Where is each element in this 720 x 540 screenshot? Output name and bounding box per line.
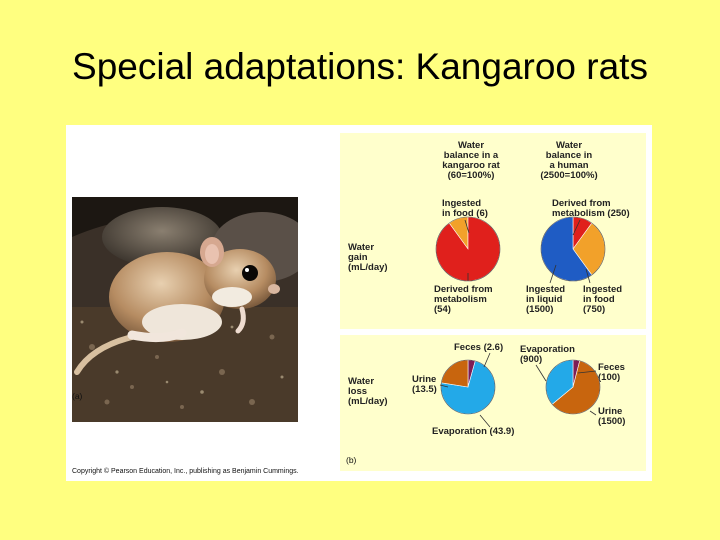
human-title-line-2: balance in xyxy=(545,150,593,161)
human-liquid-line-3: (1500) xyxy=(526,304,554,315)
rat-feces-label: Feces (2.6) xyxy=(454,342,504,353)
human-metab-line-2: metabolism (250) xyxy=(552,208,630,219)
kangaroo-rat-image xyxy=(72,197,298,422)
human-title-line-4: (2500=100%) xyxy=(540,170,598,181)
human-liquid-line-1: Ingested xyxy=(526,284,566,295)
human-loss-pie xyxy=(545,359,601,415)
human-metabolism-label: Derived from metabolism (250) xyxy=(552,199,630,219)
slide-title: Special adaptations: Kangaroo rats xyxy=(72,46,648,87)
gain-label-line-2: gain xyxy=(348,252,368,263)
pie-slice-derived-from-metabolism xyxy=(435,216,501,282)
human-liquid-label: Ingested in liquid (1500) xyxy=(526,285,565,315)
water-loss-panel: Water loss (mL/day) Feces (2.6) Urine (1… xyxy=(340,335,646,471)
loss-label-line-3: (mL/day) xyxy=(348,396,388,407)
copyright-text: Copyright © Pearson Education, Inc., pub… xyxy=(72,468,299,475)
human-gain-pie xyxy=(540,216,606,282)
human-title-line-3: a human xyxy=(549,160,589,171)
human-urine-line-2: (1500) xyxy=(598,416,626,427)
rat-metabolism-label: Derived from metabolism (54) xyxy=(434,285,493,315)
rat-gain-pie xyxy=(435,216,501,282)
rat-evaporation-label: Evaporation (43.9) xyxy=(432,426,515,437)
rat-metab-line-1: Derived from xyxy=(434,284,493,295)
kangaroo-rat-photo xyxy=(72,197,298,422)
rat-title-line-4: (60=100%) xyxy=(447,170,495,181)
water-gain-label: Water gain (mL/day) xyxy=(348,243,388,273)
water-gain-panel: Water balance in a kangaroo rat (60=100%… xyxy=(340,133,646,329)
rat-title-line-2: balance in a xyxy=(443,150,499,161)
gain-label-line-1: Water xyxy=(348,242,375,253)
human-feces-line-1: Feces xyxy=(598,362,625,373)
gain-leader-lines xyxy=(464,219,591,284)
rat-title-line-3: kangaroo rat xyxy=(442,160,500,171)
rat-metab-line-3: (54) xyxy=(434,304,451,315)
rat-metab-line-2: metabolism xyxy=(434,294,487,305)
human-evaporation-label: Evaporation (900) xyxy=(520,345,575,365)
loss-leader-lines xyxy=(439,352,597,428)
panel-a-label: (a) xyxy=(72,391,83,401)
human-feces-label: Feces (100) xyxy=(598,363,625,383)
human-food-label: Ingested in food (750) xyxy=(583,285,622,315)
pie-outline xyxy=(440,359,496,415)
water-loss-label: Water loss (mL/day) xyxy=(348,377,388,407)
figure: (a) Copyright © Pearson Education, Inc.,… xyxy=(66,125,652,481)
rat-food-label: Ingested in food (6) xyxy=(442,199,488,219)
human-title-line-1: Water xyxy=(555,140,583,151)
rat-food-line-1: Ingested xyxy=(442,198,482,209)
loss-label-line-1: Water xyxy=(348,376,375,387)
rat-food-line-2: in food (6) xyxy=(442,208,488,219)
loss-label-line-2: loss xyxy=(348,386,368,397)
human-food-line-1: Ingested xyxy=(583,284,623,295)
human-urine-line-1: Urine xyxy=(598,406,623,417)
pie-outline xyxy=(545,359,601,415)
gain-label-line-3: (mL/day) xyxy=(348,262,388,273)
rat-urine-line-2: (13.5) xyxy=(412,384,437,395)
rat-urine-label: Urine (13.5) xyxy=(412,375,437,395)
human-evap-line-1: Evaporation xyxy=(520,344,575,355)
panel-b-label: (b) xyxy=(346,455,357,465)
pie-outline xyxy=(540,216,606,282)
rat-title-line-1: Water xyxy=(457,140,485,151)
human-evap-line-2: (900) xyxy=(520,354,543,365)
rat-column-title: Water balance in a kangaroo rat (60=100%… xyxy=(426,141,516,181)
human-food-line-3: (750) xyxy=(583,304,606,315)
human-metab-line-1: Derived from xyxy=(552,198,611,209)
water-gain-pies xyxy=(435,216,606,284)
rat-urine-line-1: Urine xyxy=(412,374,437,385)
human-feces-line-2: (100) xyxy=(598,372,621,383)
human-column-title: Water balance in a human (2500=100%) xyxy=(524,141,614,181)
human-urine-label: Urine (1500) xyxy=(598,407,625,427)
human-liquid-line-2: in liquid xyxy=(526,294,563,305)
water-loss-pies xyxy=(439,352,601,428)
pie-slice-urine xyxy=(440,359,469,388)
human-food-line-2: in food xyxy=(583,294,615,305)
rat-loss-pie xyxy=(440,359,496,415)
